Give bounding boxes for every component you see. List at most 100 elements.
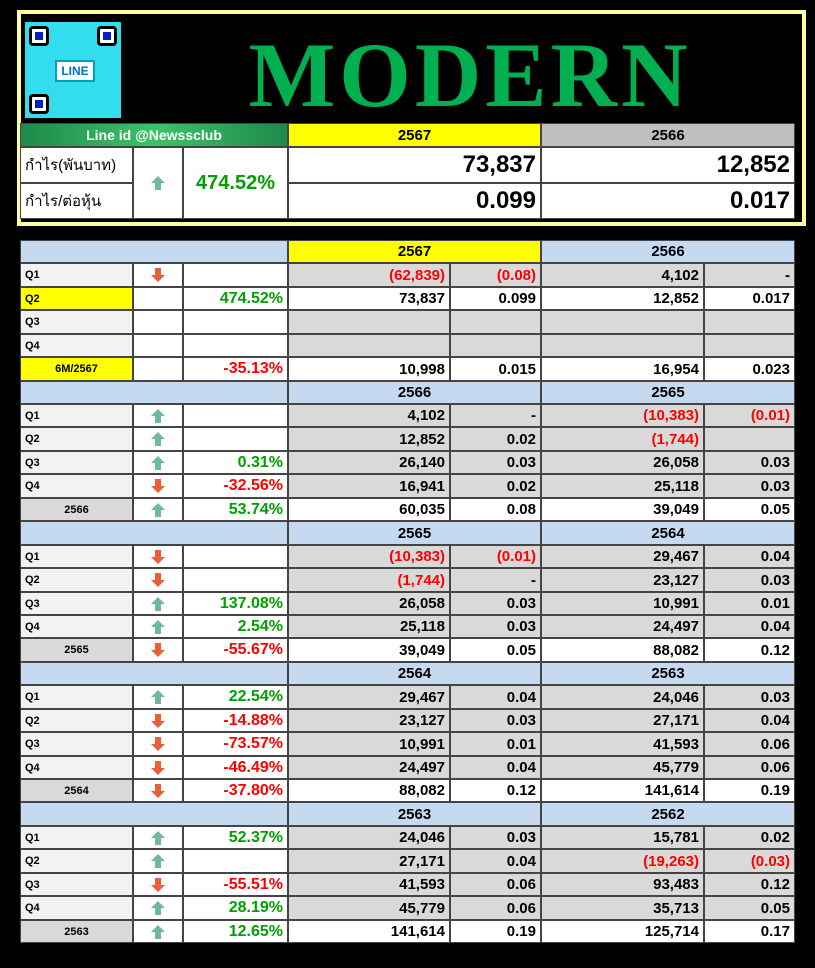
eps-value: 0.06 [704, 732, 795, 756]
profit-value: 39,049 [288, 638, 450, 662]
change [183, 263, 288, 287]
eps-value [450, 310, 541, 334]
profit-value: 24,046 [541, 685, 704, 709]
change: 52.37% [183, 826, 288, 849]
summary-value: 73,837 [288, 147, 541, 183]
trend-arrow [151, 830, 165, 845]
trend-cell [133, 427, 183, 451]
profit-value: 41,593 [288, 873, 450, 896]
trend-cell [133, 873, 183, 896]
eps-value: 0.03 [450, 709, 541, 732]
eps-value: 0.023 [704, 357, 795, 381]
year-header: 2564 [541, 521, 795, 545]
trend-cell [133, 615, 183, 638]
eps-value: 0.04 [704, 615, 795, 638]
row-label: กำไร(พันบาท) [20, 147, 133, 183]
change: 474.52% [183, 287, 288, 310]
trend-arrow [151, 643, 165, 657]
trend-arrow [151, 690, 165, 704]
profit-value: 93,483 [541, 873, 704, 896]
profit-value: 45,779 [541, 756, 704, 779]
trend-cell [133, 334, 183, 357]
year-header: 2565 [541, 381, 795, 404]
row-label: 2565 [20, 638, 133, 662]
change: 474.52% [183, 147, 288, 219]
year-header: 2565 [288, 521, 541, 545]
trend-arrow [151, 854, 165, 868]
summary-value: 0.099 [288, 183, 541, 219]
year-header: 2566 [541, 123, 795, 147]
eps-value: 0.03 [450, 451, 541, 474]
trend-arrow [151, 760, 165, 775]
eps-value: (0.01) [704, 404, 795, 427]
row-label: Q1 [20, 685, 133, 709]
trend-cell [133, 826, 183, 849]
profit-value: 27,171 [541, 709, 704, 732]
trend-arrow [151, 268, 165, 282]
trend-cell [133, 756, 183, 779]
row-label: กำไร/ต่อหุ้น [20, 183, 133, 219]
trend-arrow [151, 619, 165, 634]
row-label: 2566 [20, 498, 133, 521]
trend-arrow [151, 924, 165, 939]
trend-cell [133, 498, 183, 521]
profit-value [541, 310, 704, 334]
profit-value: 141,614 [541, 779, 704, 802]
eps-value: 0.03 [450, 592, 541, 615]
year-header: 2564 [288, 662, 541, 685]
eps-value: 0.02 [704, 826, 795, 849]
row-label: Q3 [20, 451, 133, 474]
trend-cell [133, 263, 183, 287]
title: MODERN [248, 24, 692, 126]
year-header: 2562 [541, 802, 795, 826]
trend-cell [133, 147, 183, 219]
year-header: 2567 [288, 240, 541, 263]
qr-corner [97, 26, 117, 46]
trend-cell [133, 709, 183, 732]
eps-value: 0.015 [450, 357, 541, 381]
eps-value: 0.12 [704, 873, 795, 896]
year-header: 2563 [288, 802, 541, 826]
section-header [20, 802, 288, 826]
qr-code: LINE [25, 22, 121, 118]
year-header: 2566 [288, 381, 541, 404]
eps-value: 0.06 [450, 873, 541, 896]
profit-value: (62,839) [288, 263, 450, 287]
change: -46.49% [183, 756, 288, 779]
profit-value: 35,713 [541, 896, 704, 920]
row-label: Q3 [20, 592, 133, 615]
trend-cell [133, 920, 183, 943]
eps-value: 0.19 [704, 779, 795, 802]
change [183, 568, 288, 592]
change [183, 334, 288, 357]
eps-value: 0.04 [450, 756, 541, 779]
trend-cell [133, 779, 183, 802]
profit-value: 29,467 [288, 685, 450, 709]
trend-arrow [151, 901, 165, 915]
trend-arrow [151, 432, 165, 446]
change [183, 310, 288, 334]
change: -35.13% [183, 357, 288, 381]
trend-cell [133, 404, 183, 427]
trend-cell [133, 896, 183, 920]
change: 53.74% [183, 498, 288, 521]
trend-cell [133, 474, 183, 498]
change [183, 545, 288, 568]
change [183, 849, 288, 873]
row-label: Q4 [20, 615, 133, 638]
eps-value: 0.04 [450, 685, 541, 709]
row-label: Q1 [20, 263, 133, 287]
row-label: Q1 [20, 545, 133, 568]
section-header [20, 240, 288, 263]
row-label: Q3 [20, 873, 133, 896]
eps-value: - [450, 404, 541, 427]
trend-cell [133, 849, 183, 873]
row-label: Q4 [20, 474, 133, 498]
change: -14.88% [183, 709, 288, 732]
profit-value: 23,127 [541, 568, 704, 592]
row-label: 6M/2567 [20, 357, 133, 381]
eps-value: 0.17 [704, 920, 795, 943]
eps-value: 0.19 [450, 920, 541, 943]
row-label: Q2 [20, 568, 133, 592]
trend-cell [133, 357, 183, 381]
